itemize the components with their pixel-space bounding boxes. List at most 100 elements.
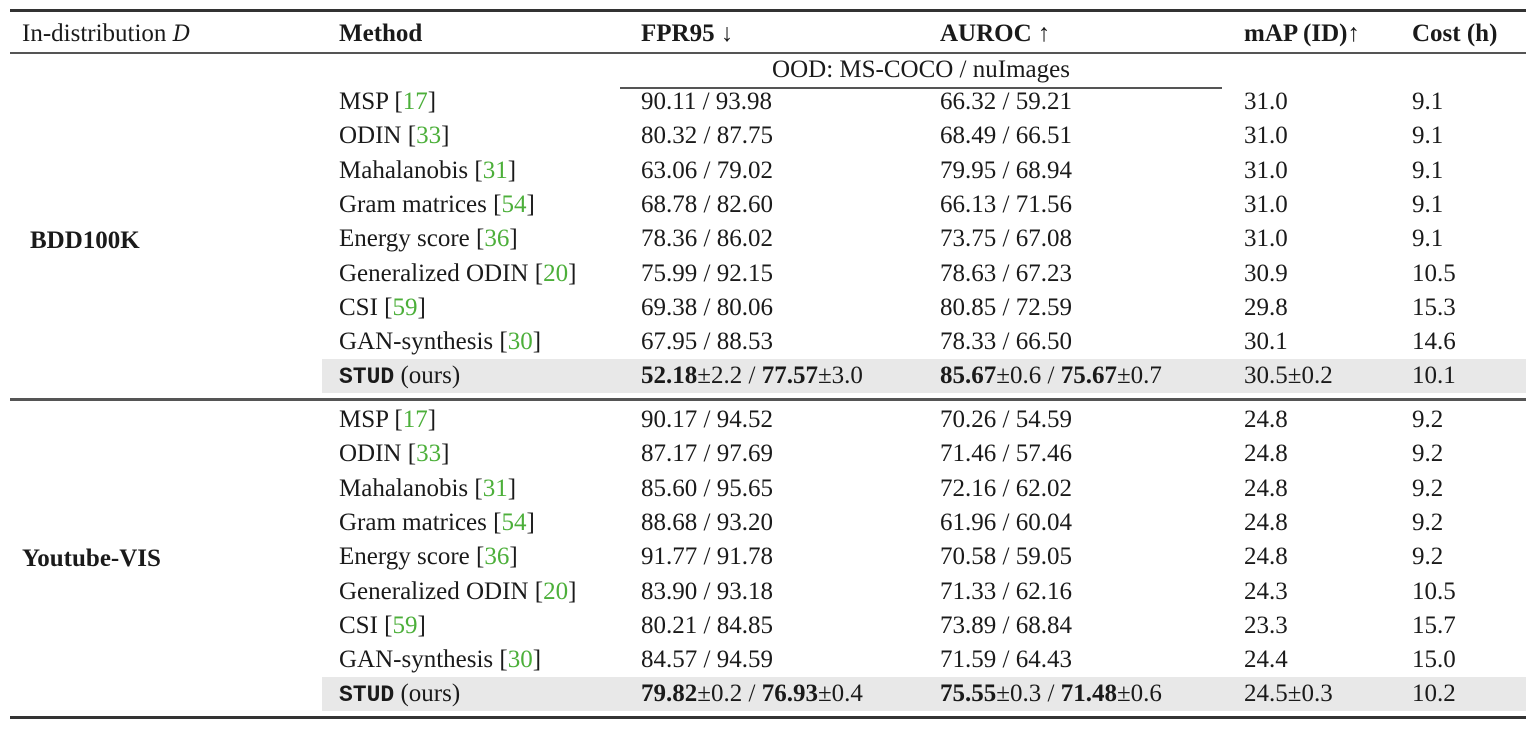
fpr95-cell: 84.57 / 94.59 — [641, 646, 773, 674]
citation-ref: 33 — [416, 440, 442, 468]
citation-ref: 33 — [416, 122, 442, 150]
method-cell: CSI [59] — [339, 293, 426, 321]
auroc-nuimages-std: ±0.6 — [1116, 680, 1162, 708]
citation-ref: 31 — [482, 474, 508, 502]
method-name: GAN-synthesis — [339, 646, 494, 674]
auroc-cell: 79.95 / 68.94 — [940, 156, 1072, 184]
cost-cell: 9.1 — [1412, 88, 1444, 115]
fpr95-cell: 75.99 / 92.15 — [641, 259, 773, 287]
fpr95-cell: 90.11 / 93.98 — [641, 88, 773, 115]
map-cell: 24.5±0.3 — [1244, 680, 1333, 708]
auroc-cell: 71.59 / 64.43 — [940, 646, 1072, 674]
citation-ref: 20 — [543, 577, 569, 605]
auroc-cell: 61.96 / 60.04 — [940, 508, 1072, 536]
cost-cell: 10.5 — [1412, 577, 1456, 605]
method-cell: ODIN [33] — [339, 122, 450, 150]
auroc-cell: 73.75 / 67.08 — [940, 225, 1072, 253]
ood-subheader: OOD: MS-COCO / nuImages — [772, 56, 1070, 83]
cost-cell: 9.2 — [1412, 543, 1444, 571]
ours-row-highlight — [322, 359, 1526, 394]
fpr95-cell: 87.17 / 97.69 — [641, 440, 773, 468]
cost-cell: 15.3 — [1412, 293, 1456, 321]
method-name: Energy score — [339, 543, 470, 571]
map-cell: 30.1 — [1244, 328, 1288, 356]
method-name: MSP — [339, 406, 389, 433]
cost-cell: 9.2 — [1412, 474, 1444, 502]
cost-cell: 9.1 — [1412, 156, 1444, 184]
citation-ref: 36 — [484, 225, 510, 253]
citation-ref: 30 — [507, 328, 533, 356]
map-cell: 31.0 — [1244, 190, 1288, 218]
method-name: ODIN — [339, 122, 402, 150]
method-name: Generalized ODIN — [339, 577, 529, 605]
fpr95-nuimages-std: ±3.0 — [817, 362, 863, 390]
method-name: CSI — [339, 611, 378, 639]
fpr95-cell: 91.77 / 91.78 — [641, 543, 773, 571]
map-cell: 24.8 — [1244, 474, 1288, 502]
map-cell: 24.8 — [1244, 406, 1288, 433]
method-cell: GAN-synthesis [30] — [339, 646, 542, 674]
citation-ref: 17 — [402, 406, 428, 433]
citation-ref: 30 — [507, 646, 533, 674]
cost-cell: 9.1 — [1412, 190, 1444, 218]
map-cell: 31.0 — [1244, 225, 1288, 253]
fpr95-mscoco-std: ±2.2 — [697, 362, 743, 390]
map-cell: 23.3 — [1244, 611, 1288, 639]
auroc-mscoco-value: 75.55 — [940, 680, 997, 708]
method-name: GAN-synthesis — [339, 328, 494, 356]
citation-ref: 59 — [392, 611, 418, 639]
method-name: Generalized ODIN — [339, 259, 529, 287]
auroc-cell: 73.89 / 68.84 — [940, 611, 1072, 639]
method-cell: MSP [17] — [339, 88, 437, 115]
auroc-mscoco-value: 85.67 — [940, 362, 997, 390]
method-name: Gram matrices — [339, 190, 487, 218]
map-cell: 24.4 — [1244, 646, 1288, 674]
fpr95-mscoco-value: 79.82 — [641, 680, 698, 708]
method-cell: Generalized ODIN [20] — [339, 577, 577, 605]
fpr95-cell: 69.38 / 80.06 — [641, 293, 773, 321]
method-suffix: (ours) — [400, 680, 461, 708]
method-name: Mahalanobis — [339, 156, 469, 184]
method-name: Energy score — [339, 225, 470, 253]
cost-cell: 10.2 — [1412, 680, 1456, 708]
auroc-cell: 80.85 / 72.59 — [940, 293, 1072, 321]
method-cell: Gram matrices [54] — [339, 190, 535, 218]
method-name: Mahalanobis — [339, 474, 469, 502]
auroc-mscoco-std: ±0.3 — [996, 680, 1042, 708]
fpr95-cell: 79.82±0.2 / 76.93±0.4 — [641, 680, 863, 708]
method-cell: Mahalanobis [31] — [339, 156, 517, 184]
citation-ref: 36 — [484, 543, 510, 571]
auroc-cell: 72.16 / 62.02 — [940, 474, 1072, 502]
fpr95-cell: 52.18±2.2 / 77.57±3.0 — [641, 362, 863, 390]
fpr95-mscoco-std: ±0.2 — [697, 680, 743, 708]
map-cell: 24.3 — [1244, 577, 1288, 605]
auroc-cell: 78.33 / 66.50 — [940, 328, 1072, 356]
auroc-cell: 70.26 / 54.59 — [940, 406, 1072, 433]
method-cell: CSI [59] — [339, 611, 426, 639]
method-cell: STUD (ours) — [339, 679, 460, 710]
map-cell: 24.8 — [1244, 508, 1288, 536]
bottom-rule — [10, 716, 1526, 719]
cost-cell: 10.5 — [1412, 259, 1456, 287]
method-cell: MSP [17] — [339, 406, 437, 433]
cost-cell: 15.0 — [1412, 646, 1456, 674]
auroc-nuimages-value: 75.67 — [1060, 362, 1117, 390]
method-cell: STUD (ours) — [339, 361, 460, 392]
method-name: STUD — [339, 364, 395, 391]
cost-cell: 14.6 — [1412, 328, 1456, 356]
map-cell: 24.8 — [1244, 440, 1288, 468]
method-cell: Energy score [36] — [339, 225, 518, 253]
method-name: STUD — [339, 682, 395, 709]
header-dataset: In-distribution D — [22, 19, 190, 50]
method-name: Gram matrices — [339, 508, 487, 536]
fpr95-cell: 67.95 / 88.53 — [641, 328, 773, 356]
cost-cell: 9.1 — [1412, 122, 1444, 150]
auroc-cell: 78.63 / 67.23 — [940, 259, 1072, 287]
dataset-label: Youtube-VIS — [22, 545, 161, 573]
method-suffix: (ours) — [400, 362, 461, 390]
auroc-cell: 66.13 / 71.56 — [940, 190, 1072, 218]
fpr95-nuimages-value: 77.57 — [761, 362, 818, 390]
header-rule — [10, 52, 1526, 54]
citation-ref: 20 — [543, 259, 569, 287]
header-map: mAP (ID)↑ — [1244, 20, 1360, 47]
